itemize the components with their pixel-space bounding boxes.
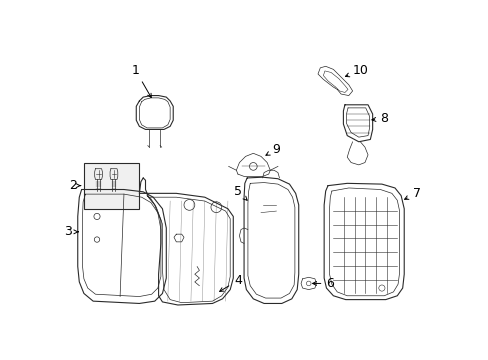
Text: 9: 9 (265, 143, 280, 156)
Text: 7: 7 (404, 187, 420, 200)
Text: 8: 8 (371, 112, 387, 125)
Text: 10: 10 (345, 64, 368, 77)
Bar (84, 163, 139, 209)
Text: 4: 4 (219, 274, 242, 292)
Text: 3: 3 (64, 225, 78, 238)
Text: 2: 2 (69, 179, 77, 192)
Text: 5: 5 (233, 185, 246, 200)
Text: 6: 6 (312, 277, 334, 290)
Text: 1: 1 (131, 64, 151, 98)
